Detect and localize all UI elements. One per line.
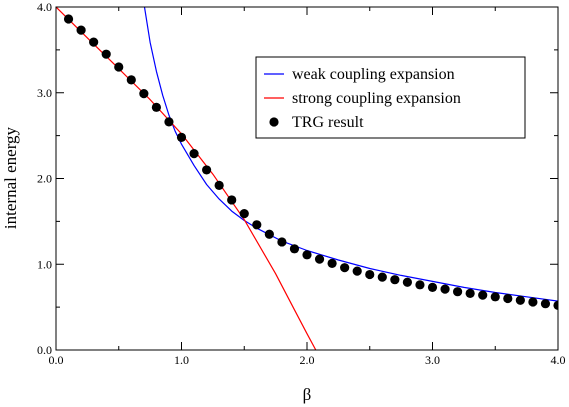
- trg-point: [440, 284, 450, 294]
- strong-coupling-expansion-legend-label: strong coupling expansion: [292, 90, 461, 107]
- trg-point: [239, 209, 249, 219]
- trg-point: [302, 250, 312, 260]
- x-tick-label: 3.0: [425, 353, 440, 367]
- trg-point: [126, 75, 136, 85]
- trg-point: [340, 263, 350, 273]
- trg-point: [227, 195, 237, 205]
- trg-point: [139, 89, 149, 99]
- trg-point: [252, 220, 262, 230]
- trg-point: [176, 132, 187, 142]
- weak-coupling-expansion-line: [143, 7, 558, 302]
- y-axis-title: internal energy: [1, 126, 20, 229]
- trg-point: [540, 299, 551, 309]
- trg-point: [327, 258, 337, 268]
- y-tick-label: 0.0: [37, 343, 52, 357]
- trg-point: [553, 300, 558, 311]
- weak-coupling-expansion-legend-label: weak coupling expansion: [292, 66, 455, 83]
- trg-point: [515, 295, 525, 305]
- trg-point: [352, 266, 362, 276]
- trg-point: [164, 117, 174, 127]
- y-tick-label: 2.0: [37, 172, 52, 186]
- y-tick-label: 4.0: [37, 0, 52, 14]
- trg-point: [214, 180, 224, 190]
- series-layer: [56, 7, 558, 350]
- legend-box: [255, 56, 526, 139]
- axes: 0.0 1.0 2.0 3.0 4.0 0.0 1.0 2.0 3.0 4.0: [37, 0, 566, 367]
- x-tick-label: 0.0: [49, 353, 64, 367]
- trg-point: [453, 287, 463, 297]
- x-tick-label: 2.0: [300, 353, 315, 367]
- x-tick-label: 1.0: [174, 353, 189, 367]
- y-tick-label: 3.0: [37, 86, 52, 100]
- plot-frame: [55, 6, 559, 351]
- trg-point: [528, 297, 538, 307]
- trg-point: [365, 269, 375, 280]
- trg-result-legend-swatch: [269, 117, 279, 127]
- plot-area-border: [55, 6, 559, 351]
- trg-point: [390, 275, 400, 285]
- trg-point: [89, 37, 99, 47]
- trg-point: [189, 149, 199, 159]
- trg-point: [465, 288, 475, 299]
- trg-point: [402, 277, 412, 287]
- trg-point: [63, 14, 74, 24]
- trg-point: [151, 102, 161, 112]
- trg-point: [415, 280, 425, 290]
- trg-point: [289, 244, 300, 254]
- trg-point: [277, 237, 287, 247]
- strong-coupling-expansion-line: [56, 7, 317, 350]
- trg-point: [114, 62, 124, 72]
- trg-point: [427, 282, 438, 293]
- trg-point: [202, 165, 212, 175]
- trg-point: [503, 293, 513, 304]
- legend: weak coupling expansion strong coupling e…: [255, 56, 526, 139]
- trg-point: [264, 229, 274, 239]
- trg-result-legend-label: TRG result: [292, 114, 364, 131]
- x-tick-label: 4.0: [551, 353, 566, 367]
- trg-point: [101, 49, 111, 59]
- trg-point: [314, 254, 325, 264]
- trg-point: [377, 272, 387, 282]
- trg-point: [76, 25, 86, 35]
- y-tick-label: 1.0: [37, 257, 52, 271]
- trg-point: [490, 292, 500, 302]
- trg-point: [478, 290, 488, 300]
- x-axis-title: β: [303, 385, 312, 404]
